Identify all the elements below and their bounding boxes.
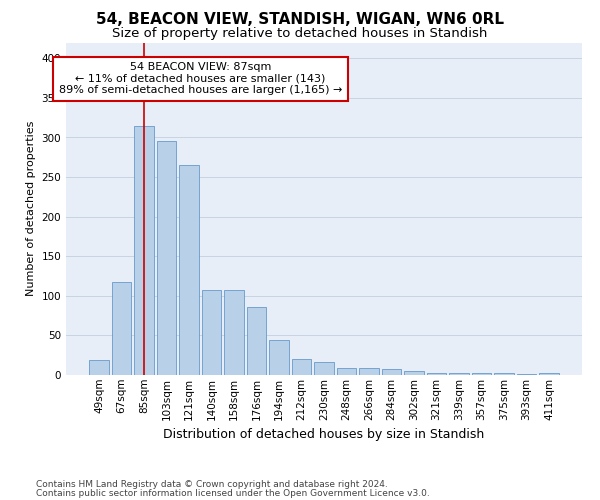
Bar (449, 374, 469, 375)
Bar (314, 362, 334, 375)
Bar (292, 359, 311, 375)
Y-axis label: Number of detached properties: Number of detached properties (26, 121, 36, 296)
Text: Contains public sector information licensed under the Open Government Licence v3: Contains public sector information licen… (36, 488, 430, 498)
Bar (517, 374, 536, 375)
X-axis label: Distribution of detached houses by size in Standish: Distribution of detached houses by size … (163, 428, 485, 441)
Text: Size of property relative to detached houses in Standish: Size of property relative to detached ho… (112, 28, 488, 40)
Bar (157, 142, 176, 375)
Bar (337, 368, 356, 375)
Bar (382, 368, 401, 375)
Bar (494, 374, 514, 375)
Bar (472, 374, 491, 375)
Bar (359, 368, 379, 375)
Bar (404, 371, 424, 375)
Bar (269, 340, 289, 375)
Bar (539, 372, 559, 375)
Bar (247, 307, 266, 375)
Bar (134, 126, 154, 375)
Text: Contains HM Land Registry data © Crown copyright and database right 2024.: Contains HM Land Registry data © Crown c… (36, 480, 388, 489)
Bar (202, 290, 221, 375)
Text: 54, BEACON VIEW, STANDISH, WIGAN, WN6 0RL: 54, BEACON VIEW, STANDISH, WIGAN, WN6 0R… (96, 12, 504, 26)
Bar (112, 282, 131, 375)
Bar (89, 360, 109, 375)
Text: 54 BEACON VIEW: 87sqm
← 11% of detached houses are smaller (143)
89% of semi-det: 54 BEACON VIEW: 87sqm ← 11% of detached … (59, 62, 342, 96)
Bar (224, 290, 244, 375)
Bar (179, 165, 199, 375)
Bar (427, 372, 446, 375)
